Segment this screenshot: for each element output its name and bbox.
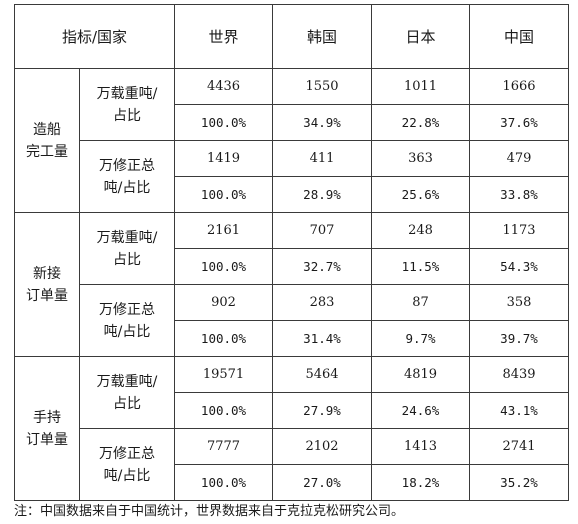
share-cell: 11.5%	[371, 248, 470, 285]
column-header-world: 世界	[174, 4, 273, 69]
table-row: 100.0% 27.0% 18.2% 35.2%	[15, 464, 569, 501]
value-cell: 1419	[174, 140, 273, 177]
value-cell: 8439	[469, 356, 569, 393]
unit-label-line: 万载重吨/	[96, 229, 158, 246]
unit-label-cgt: 万修正总 吨/占比	[79, 140, 175, 213]
table-row: 万修正总 吨/占比 7777 2102 1413 2741	[15, 428, 569, 501]
share-cell: 100.0%	[174, 248, 273, 285]
unit-label-line: 占比	[113, 251, 141, 268]
category-order-book: 手持 订单量	[14, 356, 80, 501]
column-header-japan: 日本	[371, 4, 470, 69]
share-cell: 100.0%	[174, 104, 273, 141]
value-cell: 87	[371, 284, 470, 321]
shipbuilding-stats-table: 指标/国家 世界 韩国 日本 中国 造船 完工量 万载重吨/ 占比 4436 1…	[14, 4, 569, 501]
table-row: 100.0% 32.7% 11.5% 54.3%	[15, 248, 569, 285]
table-row: 100.0% 34.9% 22.8% 37.6%	[15, 104, 569, 141]
value-cell: 248	[371, 212, 470, 249]
value-cell: 1550	[272, 68, 372, 105]
share-cell: 100.0%	[174, 176, 273, 213]
category-label-line: 新接	[33, 265, 61, 282]
category-label-line: 手持	[33, 409, 61, 426]
unit-label-cgt: 万修正总 吨/占比	[79, 428, 175, 501]
unit-label-line: 占比	[113, 107, 141, 124]
share-cell: 27.9%	[272, 392, 372, 429]
share-cell: 100.0%	[174, 464, 273, 501]
table-row: 造船 完工量 万载重吨/ 占比 4436 1550 1011 1666	[14, 68, 569, 213]
unit-label-line: 吨/占比	[103, 467, 151, 484]
category-label-line: 订单量	[26, 431, 68, 448]
unit-label-dwt: 万载重吨/ 占比	[79, 356, 175, 429]
unit-label-line: 万修正总	[99, 301, 155, 318]
value-cell: 4819	[371, 356, 470, 393]
share-cell: 37.6%	[469, 104, 569, 141]
value-cell: 902	[174, 284, 273, 321]
value-cell: 363	[371, 140, 470, 177]
corner-header: 指标/国家	[14, 4, 175, 69]
unit-label-line: 占比	[113, 395, 141, 412]
unit-label-line: 吨/占比	[103, 323, 151, 340]
value-cell: 283	[272, 284, 372, 321]
value-cell: 7777	[174, 428, 273, 465]
value-cell: 2161	[174, 212, 273, 249]
share-cell: 43.1%	[469, 392, 569, 429]
value-cell: 2741	[469, 428, 569, 465]
unit-label-dwt: 万载重吨/ 占比	[79, 68, 175, 141]
category-label-line: 造船	[33, 121, 61, 138]
value-cell: 479	[469, 140, 569, 177]
category-label-line: 订单量	[26, 287, 68, 304]
table-row: 100.0% 31.4% 9.7% 39.7%	[15, 320, 569, 357]
table-row: 100.0% 27.9% 24.6% 43.1%	[15, 392, 569, 429]
unit-label-dwt: 万载重吨/ 占比	[79, 212, 175, 285]
category-label-line: 完工量	[26, 143, 68, 160]
share-cell: 39.7%	[469, 320, 569, 357]
share-cell: 31.4%	[272, 320, 372, 357]
value-cell: 5464	[272, 356, 372, 393]
value-cell: 707	[272, 212, 372, 249]
share-cell: 28.9%	[272, 176, 372, 213]
share-cell: 35.2%	[469, 464, 569, 501]
value-cell: 358	[469, 284, 569, 321]
value-cell: 4436	[174, 68, 273, 105]
value-cell: 1666	[469, 68, 569, 105]
share-cell: 100.0%	[174, 320, 273, 357]
share-cell: 27.0%	[272, 464, 372, 501]
share-cell: 33.8%	[469, 176, 569, 213]
value-cell: 2102	[272, 428, 372, 465]
table-row: 新接 订单量 万载重吨/ 占比 2161 707 248 1173	[14, 212, 569, 357]
unit-label-line: 万修正总	[99, 157, 155, 174]
unit-label-line: 万载重吨/	[96, 373, 158, 390]
value-cell: 1173	[469, 212, 569, 249]
share-cell: 100.0%	[174, 392, 273, 429]
share-cell: 22.8%	[371, 104, 470, 141]
value-cell: 411	[272, 140, 372, 177]
table-row: 手持 订单量 万载重吨/ 占比 19571 5464 4819 8439	[14, 356, 569, 501]
unit-label-line: 万修正总	[99, 445, 155, 462]
table-row: 万修正总 吨/占比 1419 411 363 479	[15, 140, 569, 213]
column-header-korea: 韩国	[272, 4, 372, 69]
share-cell: 9.7%	[371, 320, 470, 357]
unit-label-cgt: 万修正总 吨/占比	[79, 284, 175, 357]
share-cell: 32.7%	[272, 248, 372, 285]
unit-label-line: 吨/占比	[103, 179, 151, 196]
table-row: 100.0% 28.9% 25.6% 33.8%	[15, 176, 569, 213]
value-cell: 1011	[371, 68, 470, 105]
share-cell: 24.6%	[371, 392, 470, 429]
value-cell: 19571	[174, 356, 273, 393]
category-completions: 造船 完工量	[14, 68, 80, 213]
table-row: 万修正总 吨/占比 902 283 87 358	[15, 284, 569, 357]
unit-label-line: 万载重吨/	[96, 85, 158, 102]
value-cell: 1413	[371, 428, 470, 465]
category-new-orders: 新接 订单量	[14, 212, 80, 357]
footnote: 注：中国数据来自于中国统计，世界数据来自于克拉克松研究公司。	[14, 504, 405, 519]
share-cell: 54.3%	[469, 248, 569, 285]
column-header-china: 中国	[469, 4, 569, 69]
share-cell: 18.2%	[371, 464, 470, 501]
share-cell: 25.6%	[371, 176, 470, 213]
header-row: 指标/国家 世界 韩国 日本 中国	[14, 4, 569, 69]
share-cell: 34.9%	[272, 104, 372, 141]
